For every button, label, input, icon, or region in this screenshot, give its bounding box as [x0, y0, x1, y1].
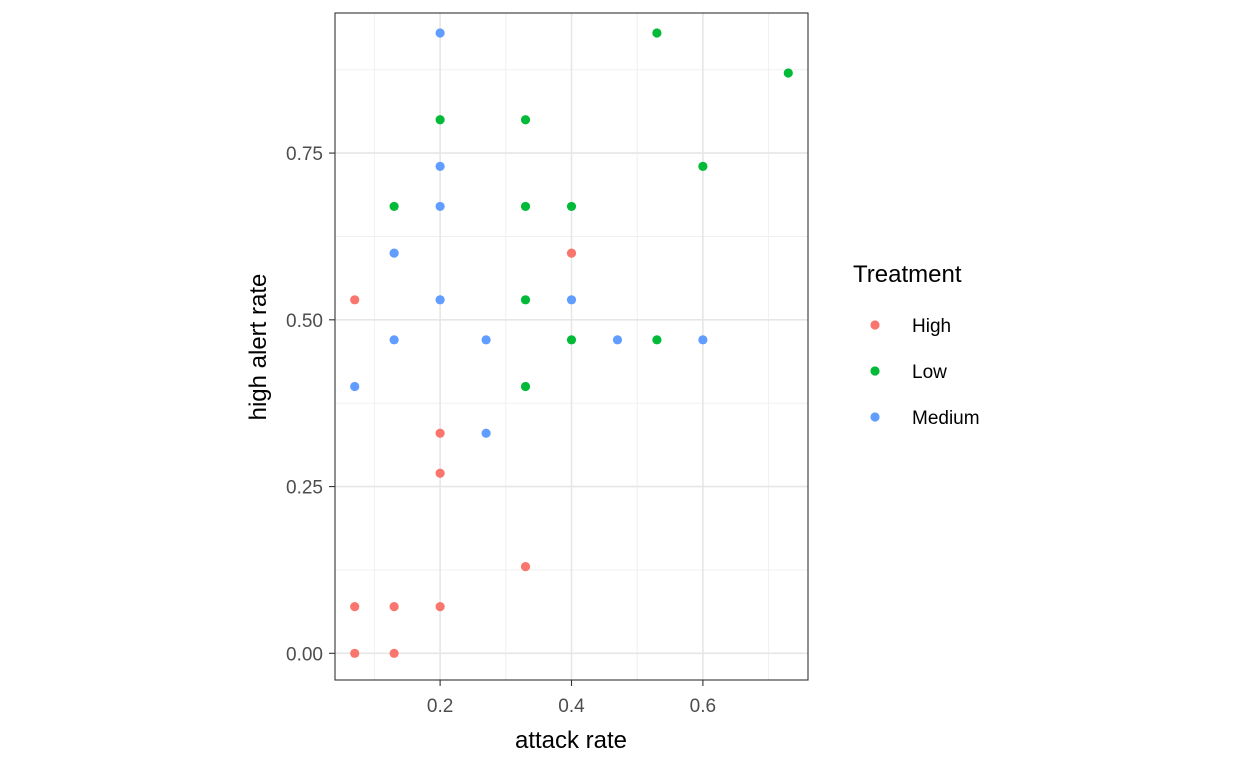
legend-title: Treatment: [853, 261, 962, 288]
legend-label-high: High: [912, 316, 951, 337]
data-point-medium: [389, 248, 399, 258]
data-point-medium: [481, 428, 491, 438]
data-point-low: [652, 335, 662, 345]
data-point-medium: [698, 335, 708, 345]
data-point-medium: [435, 28, 445, 38]
data-point-low: [566, 201, 577, 212]
data-point-high: [566, 248, 577, 258]
data-point-high: [350, 602, 360, 612]
data-point-low: [566, 335, 577, 345]
x-axis-ticks: 0.2 0.4 0.6: [427, 680, 716, 717]
data-point-low: [520, 115, 531, 125]
data-point-high: [389, 602, 399, 612]
data-point-low: [520, 381, 531, 392]
legend: Treatment High Low Medium: [853, 261, 980, 429]
legend-label-medium: Medium: [912, 408, 980, 429]
data-point-low: [435, 115, 445, 125]
data-point-low: [783, 68, 793, 78]
data-point-medium: [435, 201, 445, 212]
y-tick-label: 0.75: [286, 144, 323, 165]
data-point-medium: [481, 335, 491, 345]
data-point-high: [435, 602, 445, 612]
y-tick-label: 0.00: [286, 644, 323, 665]
data-point-high: [350, 295, 360, 305]
y-tick-label: 0.50: [286, 311, 323, 332]
x-tick-label: 0.2: [427, 696, 453, 717]
data-point-high: [520, 562, 531, 572]
data-point-medium: [350, 381, 360, 392]
data-point-low: [652, 28, 662, 38]
legend-label-low: Low: [912, 362, 947, 383]
data-point-medium: [389, 335, 399, 345]
y-axis-label: high alert rate: [245, 274, 272, 421]
data-points: [350, 28, 793, 658]
legend-items: High Low Medium: [870, 316, 980, 429]
data-point-high: [389, 648, 399, 658]
x-tick-label: 0.6: [690, 696, 716, 717]
data-point-low: [520, 295, 531, 305]
data-point-low: [520, 201, 531, 212]
data-point-high: [435, 428, 445, 438]
y-axis-ticks: 0.00 0.25 0.50 0.75: [286, 144, 335, 665]
data-point-low: [389, 201, 399, 212]
data-point-medium: [435, 161, 445, 172]
data-point-medium: [435, 295, 445, 305]
legend-key-medium: [870, 412, 880, 422]
y-tick-label: 0.25: [286, 478, 323, 499]
data-point-high: [435, 468, 445, 478]
legend-key-high: [870, 320, 880, 330]
data-point-low: [698, 161, 708, 172]
legend-key-low: [870, 366, 880, 376]
data-point-medium: [612, 335, 623, 345]
x-axis-label: attack rate: [515, 727, 627, 754]
x-tick-label: 0.4: [558, 696, 585, 717]
data-point-high: [350, 648, 360, 658]
data-point-medium: [566, 295, 577, 305]
